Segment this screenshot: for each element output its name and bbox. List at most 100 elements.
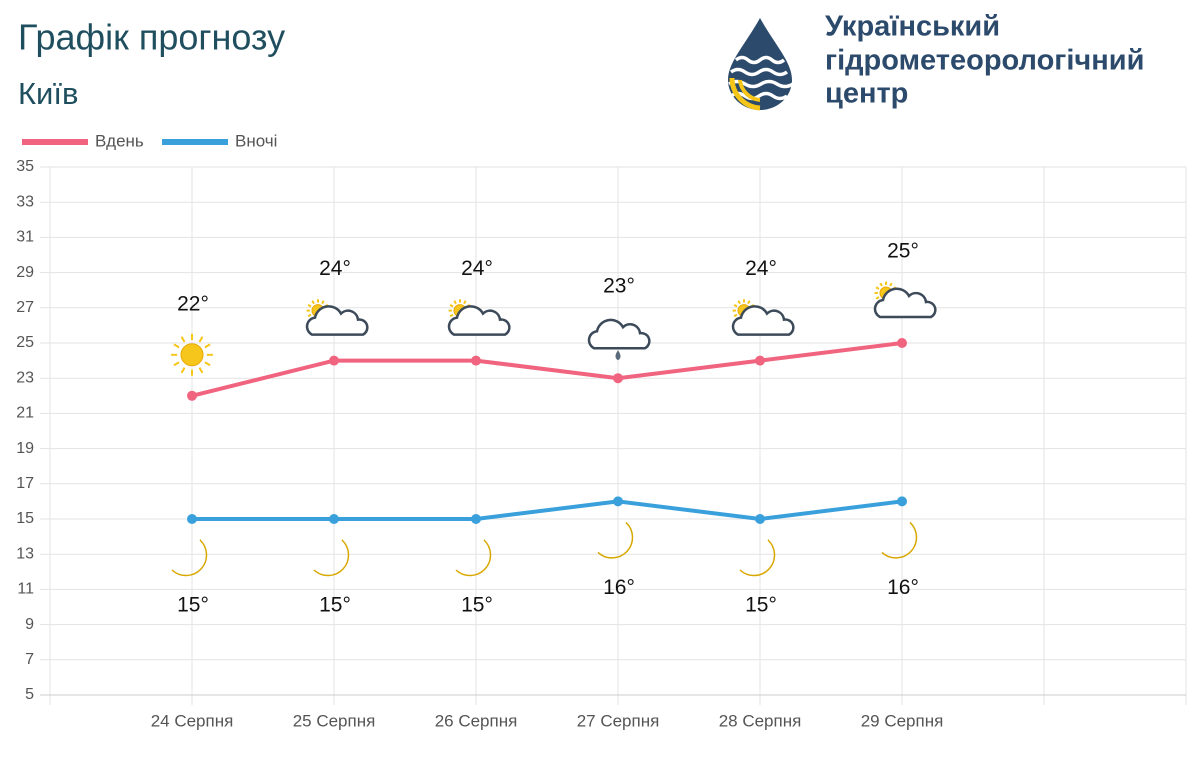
sun-ray	[173, 361, 180, 367]
weather-icon	[313, 539, 350, 577]
data-label: 22°	[177, 292, 209, 315]
data-label: 15°	[745, 594, 777, 617]
moon	[597, 521, 634, 559]
cloud	[587, 318, 651, 350]
data-label: 23°	[603, 275, 635, 298]
sun-ray	[879, 282, 883, 287]
legend-label: Вночі	[235, 131, 277, 150]
cloud	[447, 305, 511, 336]
logo-text: гідрометеорологічний	[825, 45, 1144, 77]
sun-ray	[889, 282, 893, 287]
y-tick-label: 25	[16, 334, 34, 351]
sun-ray	[204, 343, 211, 349]
moon	[313, 539, 350, 577]
data-point	[329, 355, 339, 366]
logo-text: Український	[825, 11, 1000, 43]
data-point	[755, 514, 765, 524]
y-tick-label: 5	[25, 686, 34, 703]
moon	[171, 539, 208, 577]
sun-ray	[737, 300, 741, 305]
sun-ray	[875, 286, 880, 290]
data-label: 15°	[319, 594, 351, 617]
data-point	[471, 355, 481, 366]
rain-drop	[615, 350, 621, 361]
sun-ray	[198, 367, 204, 374]
sun-ray	[204, 361, 211, 367]
x-tick-label: 29 Серпня	[861, 711, 944, 730]
data-point	[613, 373, 623, 384]
y-tick-label: 31	[16, 229, 34, 246]
y-tick-label: 21	[16, 405, 34, 422]
sun-ray	[321, 300, 325, 305]
sun-ray	[733, 313, 738, 318]
series-line	[192, 499, 903, 522]
y-tick-label: 13	[16, 545, 34, 562]
data-point	[187, 514, 197, 524]
weather-icon	[731, 299, 795, 336]
data-label: 24°	[745, 257, 777, 280]
cloud	[731, 305, 795, 336]
y-tick-label: 17	[16, 475, 34, 492]
weather-icon	[455, 539, 492, 577]
weather-icon	[587, 318, 651, 361]
sun-ray	[449, 313, 454, 318]
data-point	[187, 390, 197, 401]
sun-ray	[733, 304, 738, 308]
y-tick-label: 9	[25, 616, 34, 633]
y-tick-label: 33	[16, 193, 34, 210]
weather-icon	[739, 539, 776, 577]
x-tick-label: 26 Серпня	[435, 711, 518, 730]
x-tick-label: 28 Серпня	[719, 711, 802, 730]
data-point	[329, 514, 339, 524]
moon	[455, 539, 492, 577]
legend-label: Вдень	[95, 131, 144, 150]
sun-ray	[311, 300, 315, 305]
city-name: Київ	[18, 76, 78, 111]
weather-icon	[881, 521, 918, 559]
data-label: 16°	[603, 576, 635, 599]
x-tick-label: 25 Серпня	[293, 711, 376, 730]
data-point	[755, 355, 765, 366]
sun-ray	[180, 336, 186, 343]
y-tick-label: 19	[16, 440, 34, 457]
sun	[180, 343, 204, 367]
y-tick-label: 15	[16, 510, 34, 527]
sun-ray	[747, 300, 751, 305]
moon	[739, 539, 776, 577]
series-line	[191, 341, 903, 398]
weather-icon	[873, 281, 937, 319]
data-label: 15°	[461, 594, 493, 617]
data-label: 24°	[461, 257, 493, 280]
y-tick-label: 29	[16, 264, 34, 281]
weather-icon	[447, 299, 511, 336]
data-label: 24°	[319, 257, 351, 280]
weather-icon	[171, 333, 213, 376]
y-tick-label: 35	[16, 158, 34, 175]
y-tick-label: 7	[25, 651, 34, 668]
sun-ray	[307, 313, 312, 318]
logo-icon	[728, 18, 794, 111]
x-tick-label: 27 Серпня	[577, 711, 660, 730]
data-label: 25°	[887, 240, 919, 263]
sun-ray	[463, 300, 467, 305]
weather-icon	[171, 539, 208, 577]
data-point	[613, 496, 623, 507]
y-tick-label: 27	[16, 299, 34, 316]
x-tick-label: 24 Серпня	[151, 711, 234, 730]
weather-icon	[597, 521, 634, 559]
sun-ray	[449, 304, 454, 308]
weather-icon	[305, 299, 369, 336]
sun-ray	[307, 304, 312, 308]
data-point	[471, 514, 481, 524]
moon	[881, 521, 918, 559]
data-label: 16°	[887, 576, 919, 599]
y-tick-label: 23	[16, 369, 34, 386]
y-tick-label: 11	[17, 581, 34, 598]
sun-ray	[180, 367, 186, 374]
data-label: 15°	[177, 594, 209, 617]
sun-ray	[453, 300, 457, 305]
page-title: Графік прогнозу	[18, 17, 285, 58]
sun-ray	[198, 336, 204, 343]
cloud	[305, 305, 369, 336]
